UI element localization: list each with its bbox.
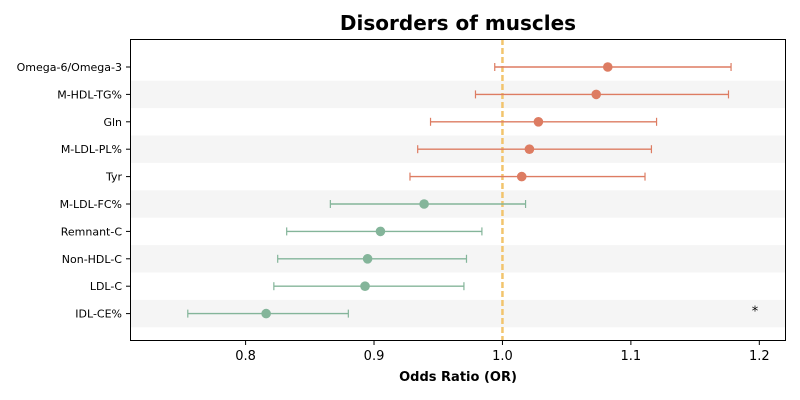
or-point	[516, 171, 527, 182]
or-point	[362, 253, 373, 264]
or-point	[261, 308, 271, 319]
or-point	[533, 117, 544, 127]
category-label: IDL-CE%	[75, 308, 122, 321]
forest-row: *	[187, 305, 759, 320]
category-label: M-LDL-FC%	[60, 198, 122, 211]
or-point	[524, 144, 535, 154]
forest-row	[429, 117, 658, 127]
x-tick-label: 1.0	[492, 349, 513, 364]
x-tick-label: 1.2	[749, 349, 770, 364]
plot-frame	[130, 39, 786, 341]
x-axis-label: Odds Ratio (OR)	[399, 370, 517, 385]
category-label: M-LDL-PL%	[61, 143, 122, 156]
forest-row	[286, 226, 483, 237]
x-tick-label: 0.8	[235, 349, 256, 364]
forest-row	[474, 89, 730, 100]
forest-row	[277, 253, 468, 264]
forest-row	[409, 171, 646, 182]
significance-marker: *	[752, 305, 759, 320]
category-labels: Omega-6/Omega-3 M-HDL-TG% Gln M-LDL-PL% Tyr M…	[17, 61, 130, 321]
category-label: Tyr	[105, 171, 123, 184]
forest-row	[329, 199, 527, 209]
chart-title: Disorders of muscles	[340, 11, 576, 35]
category-label: M-HDL-TG%	[57, 88, 122, 101]
or-point	[591, 89, 602, 100]
x-tick-label: 1.1	[621, 349, 642, 364]
or-point	[602, 62, 613, 72]
category-label: Gln	[103, 116, 122, 129]
or-point	[419, 199, 429, 209]
data-marks: *	[187, 62, 759, 320]
x-axis: 0.8 0.9 1.0 1.1 1.2	[235, 340, 770, 364]
category-label: Omega-6/Omega-3	[17, 61, 122, 74]
forest-row	[494, 62, 732, 72]
forest-row	[273, 281, 465, 292]
category-label: Non-HDL-C	[62, 253, 123, 266]
x-tick-label: 0.9	[364, 349, 385, 364]
or-point	[375, 226, 386, 237]
or-point	[360, 281, 370, 292]
forest-row	[417, 144, 653, 154]
category-label: Remnant-C	[61, 225, 123, 238]
category-label: LDL-C	[90, 280, 123, 293]
